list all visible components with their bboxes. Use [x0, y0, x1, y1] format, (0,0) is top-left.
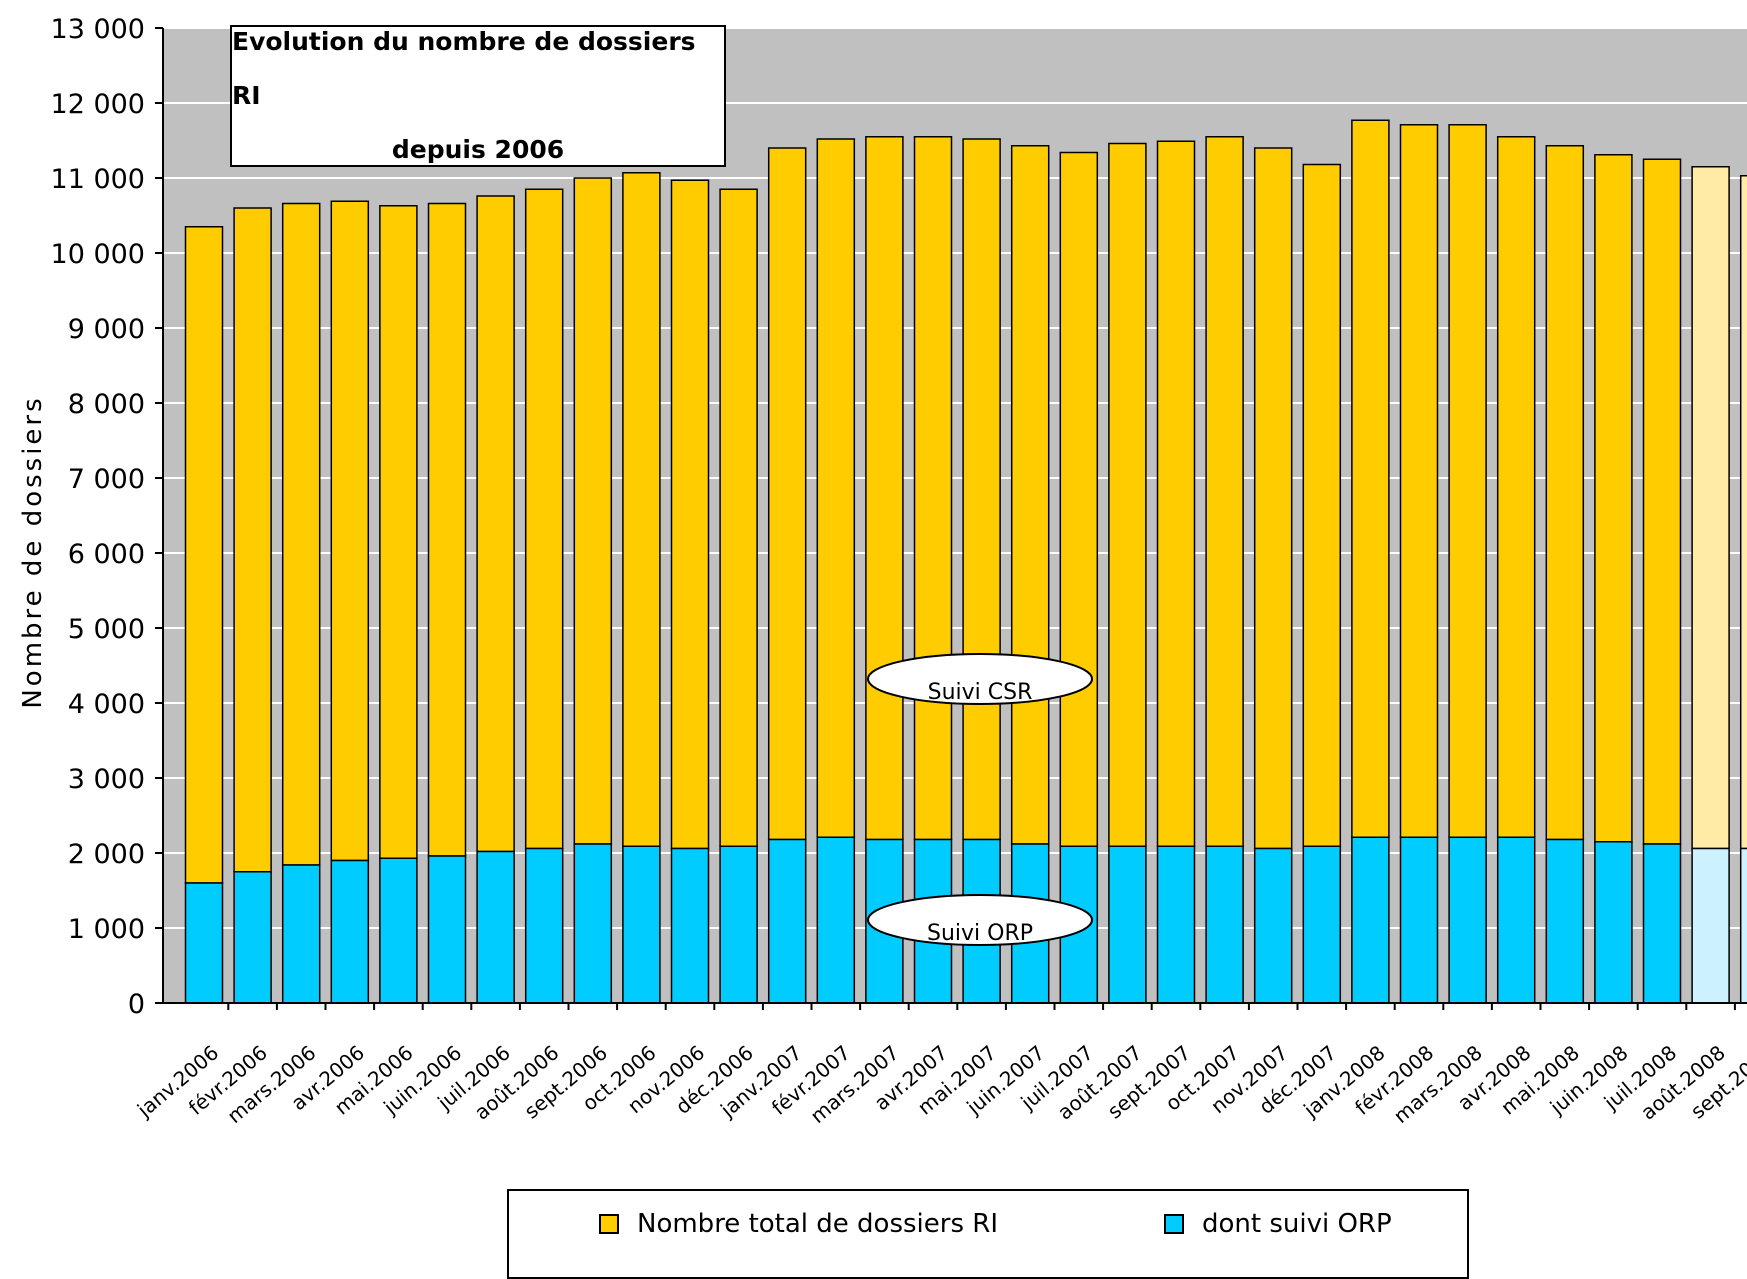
chart-title-line-1: Evolution du nombre de dossiers RI	[232, 15, 724, 123]
bar-total-juin.2006	[429, 204, 466, 857]
bar-total-sept.2008	[1741, 176, 1747, 849]
annotation-suivi-csr: Suivi CSR	[868, 654, 1092, 705]
bar-total-sept.2006	[574, 178, 611, 844]
bar-orp-sept.2007	[1158, 846, 1195, 1003]
y-tick-label: 4 000	[68, 689, 145, 720]
bar-orp-mars.2006	[283, 865, 320, 1003]
bar-total-août.2008	[1692, 167, 1729, 849]
bar-total-avr.2006	[331, 201, 368, 860]
bar-orp-mars.2008	[1449, 837, 1486, 1003]
legend-item-orp: dont suivi ORP	[1164, 1209, 1392, 1239]
bar-total-mai.2006	[380, 206, 417, 859]
y-tick-label: 11 000	[51, 164, 145, 195]
bar-orp-sept.2006	[574, 844, 611, 1003]
bar-total-oct.2006	[623, 173, 660, 847]
annotation-suivi-csr-label: Suivi CSR	[928, 680, 1033, 705]
y-tick-label: 8 000	[68, 389, 145, 420]
bar-total-févr.2007	[817, 139, 854, 837]
bar-orp-janv.2007	[769, 840, 806, 1004]
bar-total-déc.2006	[720, 189, 757, 846]
bar-orp-nov.2007	[1255, 849, 1292, 1004]
legend-label-total: Nombre total de dossiers RI	[637, 1209, 998, 1239]
bar-total-janv.2008	[1352, 120, 1389, 837]
legend-swatch-orp	[1164, 1214, 1184, 1234]
bar-orp-août.2008	[1692, 849, 1729, 1004]
bar-orp-févr.2008	[1401, 837, 1438, 1003]
bar-orp-janv.2006	[186, 883, 223, 1003]
bar-orp-sept.2008	[1741, 849, 1747, 1004]
annotation-suivi-orp: Suivi ORP	[868, 895, 1092, 946]
legend: Nombre total de dossiers RI dont suivi O…	[507, 1189, 1469, 1279]
bar-total-mai.2008	[1546, 146, 1583, 840]
bar-total-juil.2006	[477, 196, 514, 852]
bar-total-mars.2007	[866, 137, 903, 840]
y-axis-ticks: 0 1 000 2 000 3 000 4 000 5 000 6 000 7 000 8 00…	[51, 14, 163, 1020]
y-tick-label: 5 000	[68, 614, 145, 645]
y-tick-label: 7 000	[68, 464, 145, 495]
x-axis-ticks: janv.2006févr.2006mars.2006avr.2006mai.2…	[132, 1003, 1747, 1128]
bar-total-juil.2007	[1060, 153, 1097, 847]
bar-orp-mai.2008	[1546, 840, 1583, 1004]
bar-orp-mai.2006	[380, 858, 417, 1003]
bar-total-août.2006	[526, 189, 563, 848]
bar-total-sept.2007	[1158, 141, 1195, 846]
bar-total-juil.2008	[1644, 159, 1681, 844]
legend-label-orp: dont suivi ORP	[1202, 1209, 1392, 1239]
y-tick-label: 13 000	[51, 14, 145, 45]
bar-total-mars.2008	[1449, 125, 1486, 838]
legend-swatch-total	[599, 1214, 619, 1234]
bar-orp-oct.2007	[1206, 846, 1243, 1003]
bar-total-janv.2007	[769, 148, 806, 840]
bar-orp-févr.2006	[234, 872, 271, 1003]
y-axis-label: Nombre de dossiers	[18, 395, 48, 708]
bar-orp-juil.2006	[477, 852, 514, 1004]
y-tick-label: 6 000	[68, 539, 145, 570]
chart-title-box: Evolution du nombre de dossiers RI depui…	[230, 25, 726, 167]
bar-total-janv.2006	[186, 227, 223, 883]
annotation-suivi-orp-label: Suivi ORP	[927, 921, 1033, 946]
legend-item-total: Nombre total de dossiers RI	[599, 1209, 998, 1239]
y-tick-label: 1 000	[68, 914, 145, 945]
bar-orp-févr.2007	[817, 837, 854, 1003]
bar-total-mars.2006	[283, 204, 320, 866]
bar-orp-juil.2008	[1644, 844, 1681, 1003]
y-tick-label: 12 000	[51, 89, 145, 120]
bar-total-avr.2008	[1498, 137, 1535, 838]
bar-total-août.2007	[1109, 144, 1146, 847]
bar-total-déc.2007	[1303, 165, 1340, 847]
bar-total-févr.2008	[1401, 125, 1438, 838]
bar-total-nov.2006	[672, 180, 709, 848]
bar-total-juin.2007	[1012, 146, 1049, 844]
bar-total-mai.2007	[963, 139, 1000, 840]
y-tick-label: 0	[128, 989, 145, 1020]
bar-orp-août.2006	[526, 849, 563, 1004]
bar-orp-août.2007	[1109, 846, 1146, 1003]
bar-orp-déc.2006	[720, 846, 757, 1003]
bar-total-févr.2006	[234, 208, 271, 872]
bar-orp-oct.2006	[623, 846, 660, 1003]
bar-orp-avr.2006	[331, 861, 368, 1004]
y-tick-label: 9 000	[68, 314, 145, 345]
bar-orp-déc.2007	[1303, 846, 1340, 1003]
bar-total-nov.2007	[1255, 148, 1292, 849]
bar-orp-juin.2008	[1595, 842, 1632, 1003]
y-tick-label: 10 000	[51, 239, 145, 270]
bar-orp-nov.2006	[672, 849, 709, 1004]
bar-orp-avr.2008	[1498, 837, 1535, 1003]
bar-total-avr.2007	[915, 137, 952, 840]
y-tick-label: 2 000	[68, 839, 145, 870]
y-tick-label: 3 000	[68, 764, 145, 795]
bar-total-oct.2007	[1206, 137, 1243, 847]
bar-total-juin.2008	[1595, 155, 1632, 842]
bar-orp-juin.2006	[429, 856, 466, 1003]
chart-title-line-2: depuis 2006	[392, 123, 564, 177]
bar-orp-janv.2008	[1352, 837, 1389, 1003]
